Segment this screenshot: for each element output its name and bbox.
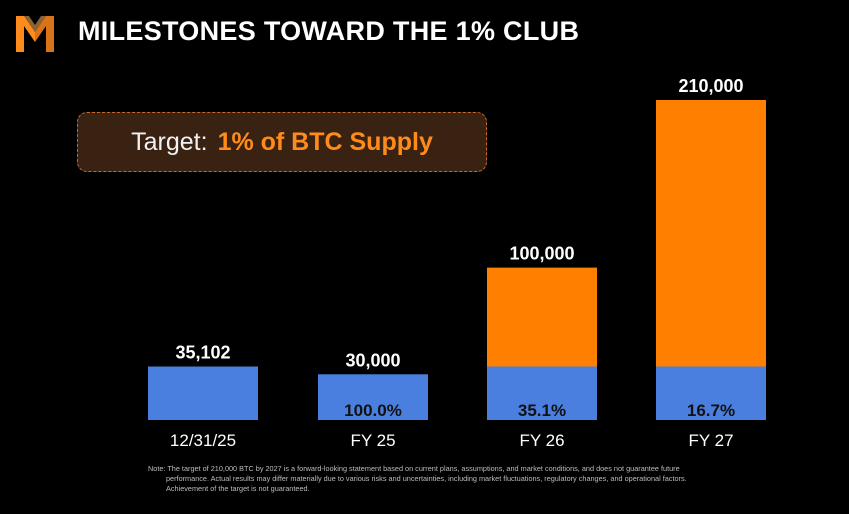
bar-segment-blue xyxy=(318,374,428,420)
bar-total-label: 30,000 xyxy=(345,350,400,370)
x-tick-label: FY 27 xyxy=(688,431,733,450)
footnote-line: Note: The target of 210,000 BTC by 2027 … xyxy=(148,464,680,473)
x-tick-label: 12/31/25 xyxy=(170,431,236,450)
bar-segment-blue xyxy=(487,366,597,420)
bar-total-label: 35,102 xyxy=(175,343,230,363)
target-label: Target: xyxy=(131,127,208,156)
bar-percent-label: 100.0% xyxy=(344,401,402,420)
bar-percent-label: 16.7% xyxy=(687,401,735,420)
footnote: Note: The target of 210,000 BTC by 2027 … xyxy=(148,464,778,493)
target-callout: Target: 1% of BTC Supply xyxy=(77,112,487,172)
page-title: MILESTONES TOWARD THE 1% CLUB xyxy=(78,16,580,46)
bar-segment-orange xyxy=(487,267,597,367)
m-logo-icon xyxy=(16,16,54,52)
x-tick-label: FY 25 xyxy=(350,431,395,450)
target-value: 1% of BTC Supply xyxy=(217,127,433,156)
bar-percent-label: 35.1% xyxy=(518,401,566,420)
bar-total-label: 100,000 xyxy=(509,244,574,264)
bar-segment-blue xyxy=(656,366,766,420)
bar-total-label: 210,000 xyxy=(678,76,743,96)
bar-segment-orange xyxy=(656,100,766,367)
footnote-line: performance. Actual results may differ m… xyxy=(166,473,687,483)
footnote-line: Achievement of the target is not guarant… xyxy=(166,483,310,493)
bar-segment-blue xyxy=(148,366,258,420)
x-tick-label: FY 26 xyxy=(519,431,564,450)
